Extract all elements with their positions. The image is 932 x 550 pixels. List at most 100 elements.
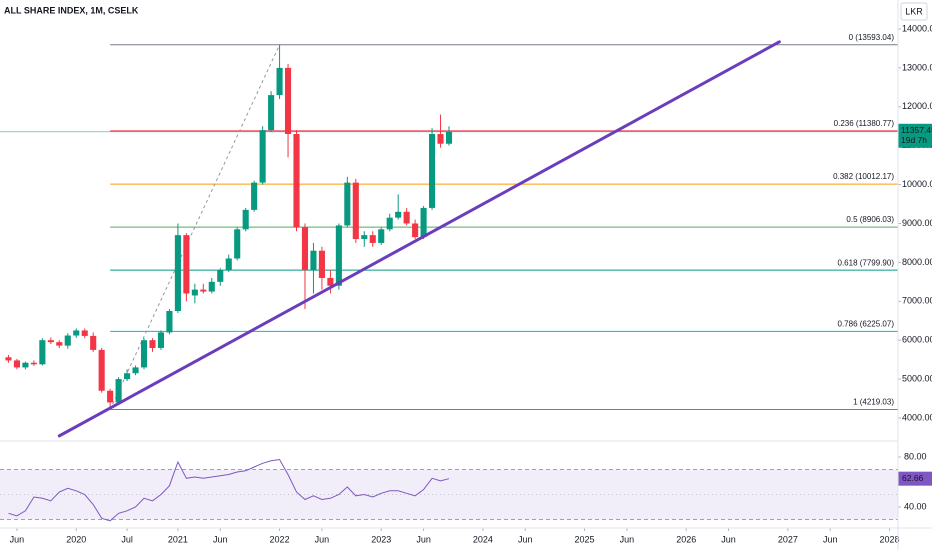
candle-body — [107, 390, 114, 403]
candle-body — [361, 235, 368, 240]
candle-body — [30, 362, 37, 365]
fib-label: 0.786 (6225.07) — [838, 320, 895, 329]
x-tick-label: 2028 — [880, 534, 900, 544]
candle-body — [234, 229, 241, 259]
candle-body — [403, 211, 410, 224]
candle-body — [90, 335, 97, 350]
candle-body — [310, 250, 317, 271]
x-tick-label: Jul — [121, 534, 133, 544]
x-tick-label: Jun — [213, 534, 228, 544]
fib-label: 0 (13593.04) — [849, 33, 895, 42]
candle-body — [242, 209, 249, 230]
candle-body — [378, 229, 385, 243]
x-tick-label: 2020 — [66, 534, 86, 544]
currency-label[interactable]: LKR — [905, 6, 923, 16]
candle-body — [217, 270, 224, 282]
x-tick-label: Jun — [721, 534, 736, 544]
main-layer — [5, 44, 453, 522]
candle-body — [174, 235, 181, 312]
chart-title: ALL SHARE INDEX, 1M, CSELK — [4, 5, 139, 15]
price-box-countdown: 19d 7h — [901, 135, 927, 145]
candle-body — [429, 134, 436, 208]
rsi-box-value: 62.66 — [902, 473, 924, 483]
fib-label: 0.236 (11380.77) — [834, 119, 895, 128]
y-tick-label: 7000.00 — [902, 296, 932, 306]
candle-body — [284, 67, 292, 135]
x-tick-label: 2021 — [168, 534, 188, 544]
candle-body — [445, 131, 453, 144]
candle-body — [140, 340, 148, 368]
x-tick-label: 2027 — [778, 534, 798, 544]
candle-body — [124, 373, 131, 380]
candle-body — [344, 182, 351, 226]
candle-body — [81, 330, 88, 336]
price-box — [898, 123, 932, 148]
candle-body — [98, 349, 105, 391]
candle-body — [301, 227, 309, 271]
candle-body — [191, 289, 198, 296]
candle-body — [369, 235, 376, 243]
candle-body — [412, 223, 419, 238]
candle-body — [395, 211, 402, 218]
candle-body — [5, 357, 12, 361]
y-tick-label: 9000.00 — [902, 218, 932, 228]
x-tick-label: 2022 — [270, 534, 290, 544]
y-tick-label: 5000.00 — [902, 373, 932, 383]
candle-body — [132, 367, 139, 374]
y-tick-label: 13000.00 — [902, 62, 932, 72]
x-tick-label: Jun — [823, 534, 838, 544]
y-tick-label: 8000.00 — [902, 257, 932, 267]
x-tick-label: Jun — [620, 534, 635, 544]
fib-label: 0.5 (8906.03) — [846, 215, 894, 224]
candle-body — [64, 335, 71, 346]
candle-body — [13, 360, 20, 368]
fib-label: 0.382 (10012.17) — [833, 172, 894, 181]
x-tick-label: 2026 — [676, 534, 696, 544]
rsi-box — [898, 471, 932, 486]
x-tick-label: Jun — [518, 534, 533, 544]
fib-label: 0.618 (7799.90) — [838, 258, 895, 267]
rsi-line — [8, 458, 450, 522]
candle-body — [293, 134, 300, 228]
x-tick-label: Jun — [416, 534, 431, 544]
fib-label: 1 (4219.03) — [853, 398, 894, 407]
candle-body — [157, 332, 165, 348]
candle-body — [268, 95, 275, 131]
x-tick-label: 2025 — [575, 534, 595, 544]
candle-body — [352, 182, 359, 240]
x-tick-label: 2023 — [371, 534, 391, 544]
candle-body — [251, 182, 258, 210]
y-tick-label: 6000.00 — [902, 335, 932, 345]
candle-body — [437, 134, 444, 144]
rsi-y-tick-label: 80.00 — [904, 451, 927, 461]
rsi-y-tick-label: 40.00 — [904, 501, 927, 511]
candle-body — [200, 289, 207, 292]
candle-body — [183, 235, 190, 294]
candle-body — [386, 217, 393, 230]
x-tick-label: Jun — [10, 534, 25, 544]
currency-box[interactable] — [900, 2, 928, 21]
fib-trend — [109, 44, 281, 410]
candle-body — [73, 330, 80, 336]
x-tick-label: Jun — [315, 534, 330, 544]
y-tick-label: 4000.00 — [902, 412, 932, 422]
x-tick-label: 2024 — [473, 534, 493, 544]
y-tick-label: 10000.00 — [902, 179, 932, 189]
candle-body — [47, 340, 54, 343]
candle-body — [22, 362, 29, 368]
candle-body — [327, 277, 334, 286]
front-layer: 4000.00 5000.00 6000.00 7000.00 8000.00 9000.… — [10, 23, 932, 544]
candle-body — [259, 130, 266, 183]
candle-body — [115, 379, 122, 403]
y-tick-label: 14000.00 — [902, 23, 932, 33]
back-layer: 0 (13593.04) 0.236 (11380.77) 0.382 (10012… — [0, 33, 898, 520]
price-box-value: 11357.45 — [901, 125, 932, 135]
candle-body — [335, 225, 342, 286]
candle-body — [225, 258, 232, 271]
candle-body — [56, 342, 63, 346]
trendline — [57, 40, 781, 438]
y-tick-label: 12000.00 — [902, 101, 932, 111]
candle-body — [318, 250, 325, 278]
